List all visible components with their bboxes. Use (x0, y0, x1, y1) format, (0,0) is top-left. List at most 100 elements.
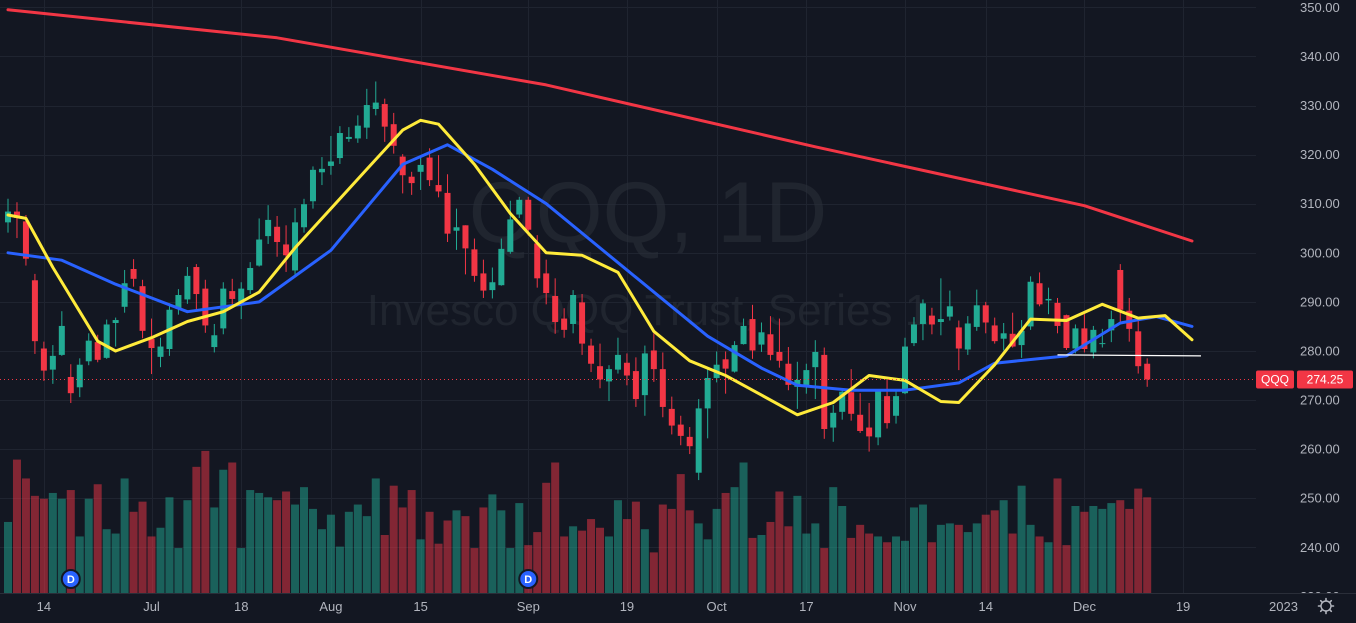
candle (444, 174, 451, 242)
candle-body (94, 342, 101, 360)
candle (372, 81, 379, 116)
candle (875, 389, 882, 446)
candle-body (704, 377, 711, 409)
volume-bar (775, 491, 784, 593)
volume-bar (739, 462, 748, 593)
candle (318, 157, 325, 186)
candle (884, 379, 891, 429)
time-tick-label: 14 (978, 599, 992, 614)
candle (1135, 320, 1142, 374)
candle (76, 358, 83, 398)
candle (1000, 322, 1007, 351)
volume-bar (667, 508, 676, 593)
candle (821, 347, 828, 439)
volume-bar (613, 500, 622, 593)
candle (157, 337, 164, 368)
candle (381, 98, 388, 142)
candle (830, 404, 837, 442)
candle (919, 299, 926, 341)
candle-body (1045, 298, 1052, 301)
candle (256, 218, 263, 267)
candle-body (910, 324, 917, 344)
time-tick-label: Aug (319, 599, 342, 614)
candle-body (1081, 328, 1088, 350)
support-line-group[interactable] (1057, 354, 1202, 357)
candle-body (677, 424, 684, 436)
volume-bar (461, 516, 470, 593)
volume-bar (604, 536, 613, 593)
volume-bar (371, 478, 380, 593)
volume-bar (963, 532, 972, 593)
candle-body (893, 396, 900, 416)
candle-body (498, 248, 505, 286)
candle-body (614, 354, 621, 370)
volume-bar (981, 514, 990, 593)
candle-body (256, 239, 263, 266)
candle-body (579, 302, 586, 344)
volume-bar (694, 523, 703, 593)
price-tick-label: 270.00 (1300, 393, 1340, 408)
volume-bar (712, 508, 721, 593)
candle (570, 290, 577, 334)
volume-bar (1116, 500, 1125, 593)
candle-body (659, 369, 666, 407)
candle-body (937, 319, 944, 323)
candle (229, 278, 236, 306)
candle-body (184, 275, 191, 300)
candle (58, 311, 65, 356)
volume-bar (30, 495, 39, 593)
candle-body (480, 273, 487, 291)
candle-body (112, 320, 119, 323)
candle-body (327, 161, 334, 166)
candle (525, 196, 532, 236)
candle-body (247, 268, 254, 291)
candle (552, 278, 559, 334)
candle-body (749, 319, 756, 351)
volume-bar (936, 524, 945, 593)
volume-bar (210, 507, 219, 593)
volume-bar (954, 524, 963, 593)
volume-bar (703, 539, 712, 593)
volume-bar (407, 490, 416, 593)
volume-bar (75, 536, 84, 593)
time-tick-label: Jul (143, 599, 160, 614)
volume-bar (291, 504, 300, 593)
candle (588, 338, 595, 373)
volume-bar (129, 511, 138, 593)
dividend-marker-label: D (67, 574, 75, 586)
candle-body (731, 345, 738, 372)
price-axis[interactable]: 230.00240.00250.00260.00270.00280.00290.… (1256, 0, 1356, 604)
time-tick-label: Dec (1073, 599, 1097, 614)
time-tick-label: 19 (620, 599, 634, 614)
candle-body (570, 295, 577, 324)
candle-body (946, 306, 953, 317)
volume-bar (66, 490, 75, 593)
candle (803, 363, 810, 394)
volume-bar (757, 535, 766, 593)
candle (301, 198, 308, 233)
candle-body (722, 359, 729, 369)
candle (175, 289, 182, 315)
candle-body (884, 396, 891, 424)
volume-bar (398, 507, 407, 593)
candle (480, 259, 487, 298)
settings-gear-icon[interactable] (1317, 597, 1335, 615)
candle-body (381, 104, 388, 127)
candle (435, 155, 442, 198)
candle-body (283, 244, 290, 256)
time-axis[interactable]: 14 Jul 18 Aug 15 Sep 19 Oct 17 Nov 14 Dec 19 2023 (0, 593, 1356, 618)
candle-body (919, 303, 926, 324)
volume-bar (470, 548, 479, 593)
volume-bar (1035, 536, 1044, 593)
time-tick-label: 15 (413, 599, 427, 614)
candle-body (991, 325, 998, 342)
candle-body (1027, 281, 1034, 327)
volume-bar (443, 520, 452, 593)
volume-bar (1098, 508, 1107, 593)
candle-body (830, 412, 837, 428)
volume-bar (1134, 488, 1143, 593)
candle (354, 115, 361, 143)
volume-bar (730, 487, 739, 593)
